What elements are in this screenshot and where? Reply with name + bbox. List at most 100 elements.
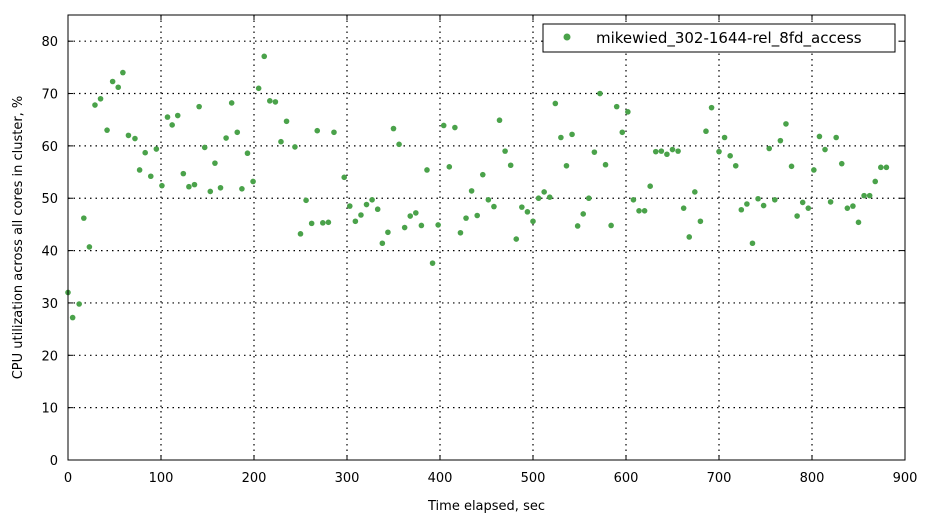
- data-point: [680, 205, 687, 211]
- x-tick-label: 400: [428, 471, 453, 486]
- x-tick-label: 900: [893, 471, 918, 486]
- data-point: [799, 199, 806, 206]
- data-point: [878, 164, 884, 171]
- data-point: [314, 127, 321, 134]
- data-point: [833, 134, 839, 141]
- data-point: [401, 224, 408, 231]
- data-point: [794, 213, 800, 219]
- data-point: [396, 141, 402, 148]
- data-point: [407, 213, 414, 219]
- data-point: [228, 100, 235, 106]
- data-point: [513, 236, 520, 242]
- data-point: [524, 209, 531, 215]
- data-point: [721, 134, 728, 141]
- data-point: [574, 223, 581, 229]
- data-point: [703, 128, 709, 135]
- data-point: [738, 206, 745, 213]
- data-point: [191, 181, 198, 188]
- data-point: [69, 314, 76, 321]
- y-tick-labels: 0 10 20 30 40 50 60 70 80: [41, 35, 58, 469]
- data-point: [613, 103, 620, 110]
- x-tick-label: 200: [242, 471, 267, 486]
- x-tick-label: 300: [335, 471, 360, 486]
- data-point: [777, 137, 784, 144]
- data-point: [413, 210, 419, 216]
- data-point: [708, 104, 715, 111]
- data-point: [727, 153, 733, 159]
- data-point: [760, 202, 767, 209]
- data-point: [647, 183, 653, 189]
- data-point: [838, 160, 845, 167]
- data-point: [872, 178, 879, 185]
- legend-label: mikewied_302-1644-rel_8fd_access: [596, 29, 862, 48]
- data-point: [272, 99, 279, 105]
- data-point: [142, 149, 148, 156]
- data-point: [267, 98, 273, 104]
- data-point: [239, 186, 245, 192]
- data-point: [379, 240, 386, 247]
- y-tick-label: 70: [41, 88, 58, 103]
- data-point: [250, 178, 256, 185]
- grid-lines: [68, 15, 905, 460]
- data-point: [816, 133, 823, 140]
- data-point: [92, 102, 98, 108]
- data-point: [201, 144, 208, 151]
- data-point: [850, 203, 856, 209]
- y-tick-label: 10: [41, 402, 58, 417]
- data-point: [278, 138, 284, 145]
- data-point: [619, 129, 626, 136]
- x-tick-label: 0: [64, 471, 72, 486]
- data-point: [429, 260, 436, 266]
- data-point: [669, 146, 676, 153]
- data-point: [147, 173, 154, 180]
- data-point: [530, 218, 536, 225]
- data-point: [811, 167, 817, 173]
- data-point: [569, 131, 575, 138]
- data-point: [716, 148, 722, 155]
- data-point: [174, 112, 181, 119]
- data-points: [65, 53, 890, 321]
- data-point: [115, 84, 122, 91]
- data-point: [652, 148, 659, 155]
- data-point: [788, 163, 795, 170]
- data-point: [435, 222, 441, 228]
- data-point: [474, 212, 481, 219]
- axis-ticks: [67, 15, 906, 461]
- data-point: [234, 129, 241, 136]
- data-point: [352, 218, 359, 225]
- data-point: [625, 109, 631, 115]
- data-point: [385, 229, 391, 236]
- x-tick-label: 600: [614, 471, 639, 486]
- y-tick-label: 50: [41, 192, 58, 207]
- y-tick-label: 60: [41, 140, 58, 155]
- data-point: [212, 160, 218, 166]
- data-point: [692, 189, 698, 195]
- data-point: [76, 301, 82, 307]
- data-point: [180, 170, 187, 177]
- data-point: [658, 148, 665, 154]
- data-point: [374, 206, 381, 213]
- data-point: [591, 149, 598, 155]
- data-point: [783, 121, 789, 127]
- data-point: [686, 234, 693, 240]
- data-point: [186, 183, 192, 190]
- data-point: [630, 197, 637, 203]
- data-point: [369, 197, 375, 203]
- data-point: [519, 204, 525, 210]
- data-point: [132, 135, 138, 142]
- y-tick-label: 80: [41, 35, 58, 50]
- data-point: [608, 222, 614, 229]
- data-point: [418, 222, 425, 229]
- data-point: [97, 95, 104, 102]
- data-point: [81, 215, 87, 221]
- legend-marker: [563, 33, 571, 41]
- data-point: [496, 117, 503, 124]
- data-point: [541, 189, 547, 195]
- data-point: [855, 219, 862, 226]
- data-point: [546, 194, 553, 200]
- y-axis-label: CPU utilization across all cores in clus…: [11, 96, 26, 380]
- data-point: [586, 195, 592, 202]
- data-point: [261, 53, 268, 60]
- y-tick-label: 40: [41, 245, 58, 260]
- y-tick-label: 20: [41, 349, 58, 364]
